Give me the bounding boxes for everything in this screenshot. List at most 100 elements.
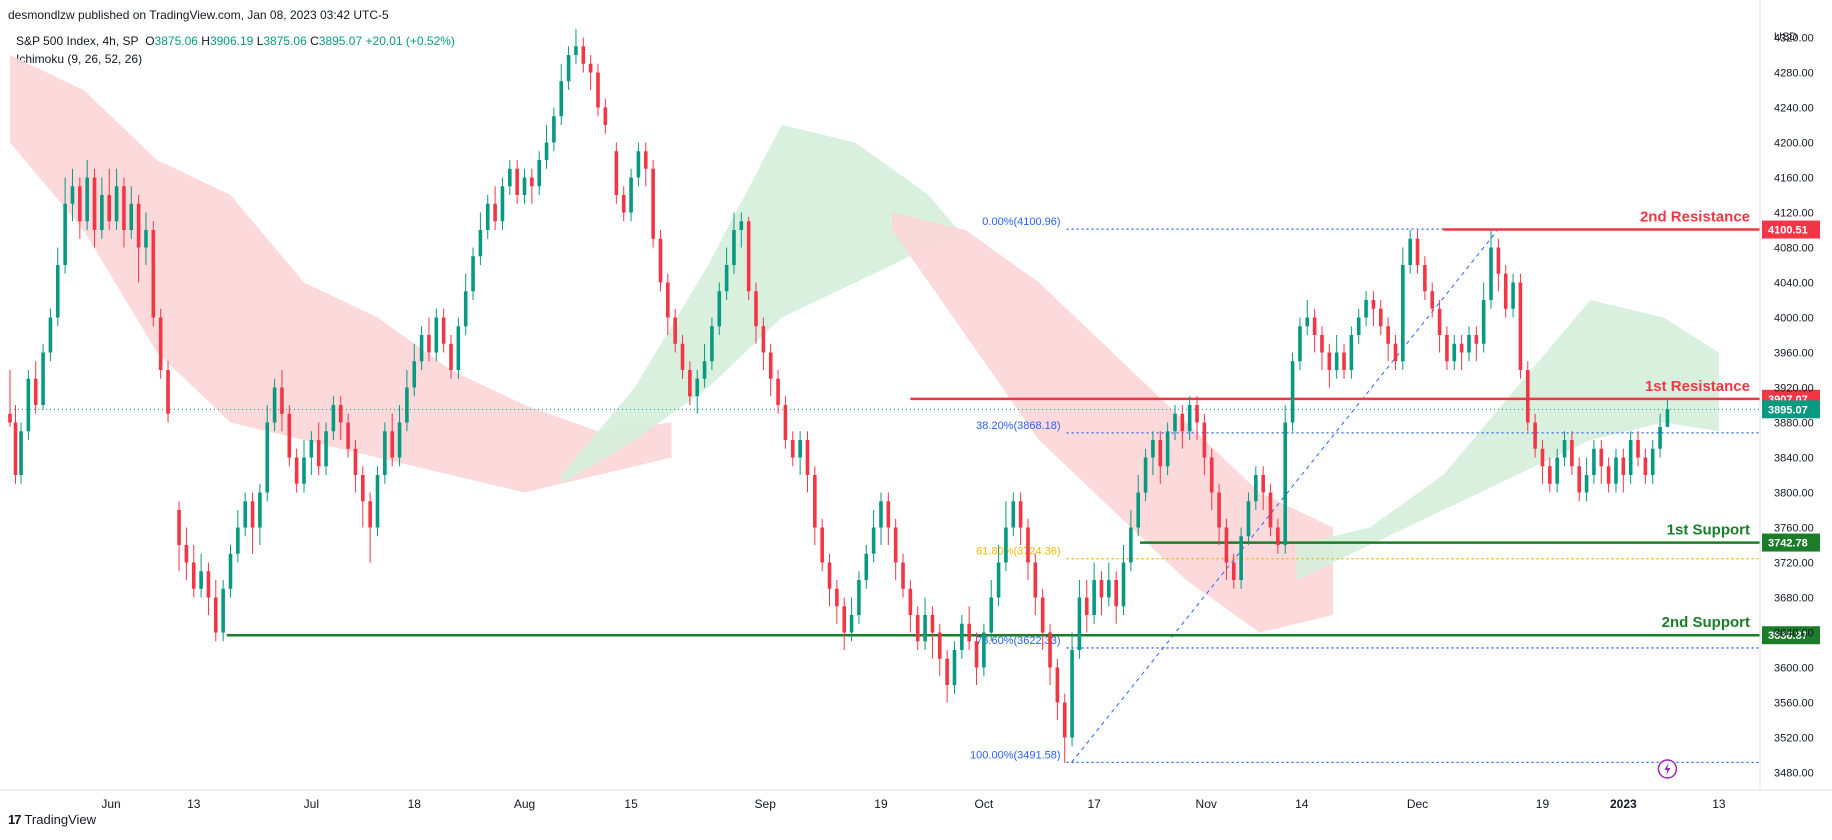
close-value: 3895.07 <box>318 34 363 48</box>
level-price-tag-text: 3636.87 <box>1768 630 1808 642</box>
y-tick-label: 3960.00 <box>1774 348 1814 360</box>
candle-body <box>1393 343 1398 362</box>
candle-body <box>790 440 795 458</box>
candle-body <box>1437 308 1442 335</box>
candle-body <box>214 597 218 633</box>
candle-body <box>1584 475 1589 493</box>
candle-body <box>901 562 905 589</box>
tradingview-brand[interactable]: 17 TradingView <box>8 812 96 827</box>
x-tick-label: Oct <box>975 797 994 811</box>
candle-body <box>368 501 372 528</box>
publish-info: desmondlzw published on TradingView.com,… <box>8 8 389 22</box>
candle-body <box>915 615 920 642</box>
candle-body <box>1209 457 1214 493</box>
y-tick-label: 3560.00 <box>1774 698 1814 710</box>
candle-body <box>1099 580 1104 598</box>
candle-body <box>776 378 780 405</box>
candle-body <box>85 177 89 222</box>
candle-body <box>805 440 810 475</box>
level-price-tag <box>1762 220 1820 239</box>
level-price-tag <box>1762 389 1820 408</box>
candle-body <box>346 422 350 449</box>
candle-body <box>1423 265 1427 292</box>
fib-level-label: 0.00%(4100.96) <box>982 216 1060 228</box>
currency-label: USD <box>1774 31 1797 43</box>
candle-body <box>614 151 619 195</box>
x-tick-label: 13 <box>187 797 201 811</box>
candle-body <box>673 317 677 344</box>
y-tick-label: 4280.00 <box>1774 68 1814 80</box>
candle-body <box>1239 536 1243 580</box>
candle-body <box>989 597 994 633</box>
candle-body <box>1246 501 1251 537</box>
candle-body <box>768 352 773 379</box>
candle-body <box>566 55 571 82</box>
candle-body <box>114 186 119 222</box>
candle-body <box>78 186 82 222</box>
candle-body <box>177 510 181 545</box>
candle-body <box>702 361 707 379</box>
x-tick-label: 19 <box>1536 797 1550 811</box>
ichimoku-cloud-layer <box>10 55 1719 633</box>
indicator-legend[interactable]: Ichimoku (9, 26, 52, 26) <box>16 52 143 66</box>
candle-body <box>33 378 38 405</box>
y-tick-label: 3840.00 <box>1774 453 1814 465</box>
candle-body <box>1151 440 1155 458</box>
symbol-name[interactable]: S&P 500 Index, 4h, SP <box>16 34 139 48</box>
candle-body <box>996 562 1001 598</box>
candle-body <box>930 615 935 633</box>
candle-body <box>945 658 949 685</box>
candle-body <box>1643 457 1648 475</box>
candle-body <box>544 142 549 160</box>
candle-body <box>1320 335 1324 353</box>
candle-body <box>1533 422 1537 449</box>
candle-body <box>761 326 766 353</box>
candle-body <box>1312 317 1317 335</box>
candle-body <box>1129 527 1133 563</box>
candle-body <box>1606 466 1611 484</box>
candle-body <box>500 186 505 222</box>
candle-body <box>1555 457 1559 484</box>
event-lightning-icon <box>1657 759 1678 779</box>
fib-trend-line <box>1071 228 1499 763</box>
candles-layer <box>8 28 1670 763</box>
candle-body <box>581 46 586 64</box>
candle-body <box>338 405 343 423</box>
candle-body <box>92 177 97 230</box>
candle-body <box>1665 409 1670 427</box>
candle-body <box>1415 238 1420 265</box>
level-price-tag-text: 3907.07 <box>1768 394 1808 406</box>
brand-label: TradingView <box>24 812 97 827</box>
candle-body <box>1650 448 1655 475</box>
y-tick-label: 3800.00 <box>1774 488 1814 500</box>
candle-body <box>1011 501 1016 528</box>
candle-body <box>1136 492 1141 528</box>
candle-body <box>1467 335 1471 353</box>
candle-body <box>1401 265 1405 362</box>
candle-body <box>331 405 336 432</box>
candle-body <box>184 545 189 563</box>
candle-body <box>1628 440 1633 475</box>
candle-body <box>383 431 387 475</box>
candle-body <box>1261 475 1265 493</box>
candle-body <box>1540 448 1545 467</box>
candle-body <box>1040 597 1045 633</box>
candle-body <box>636 151 641 178</box>
candle-body <box>515 168 519 195</box>
candle-body <box>1386 326 1390 344</box>
candle-body <box>1525 370 1530 423</box>
candle-body <box>434 317 439 353</box>
candle-body <box>1408 238 1412 265</box>
y-tick-label: 3600.00 <box>1774 663 1814 675</box>
candle-body <box>960 623 964 650</box>
candle-body <box>236 527 240 554</box>
candle-body <box>1180 413 1185 432</box>
candle-body <box>1474 335 1479 344</box>
candle-body <box>923 615 927 642</box>
candle-body <box>206 571 211 598</box>
x-tick-label: Aug <box>514 797 535 811</box>
candle-body <box>353 448 358 475</box>
y-tick-label: 4000.00 <box>1774 313 1814 325</box>
candle-body <box>1070 650 1074 738</box>
